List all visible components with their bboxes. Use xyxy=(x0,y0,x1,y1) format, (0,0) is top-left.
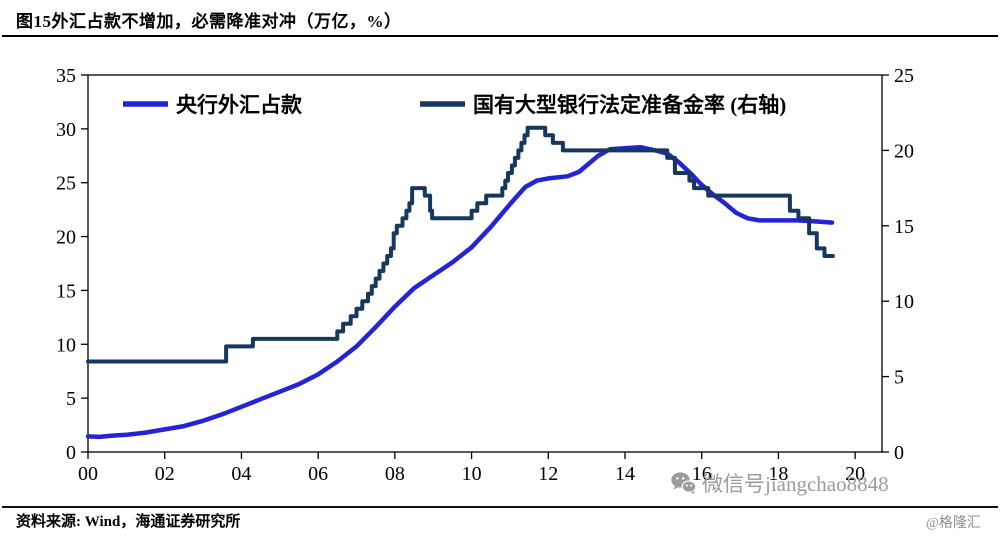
footer-rule xyxy=(2,506,998,508)
y-left-tick-label: 30 xyxy=(56,119,76,141)
y-right-tick-label: 5 xyxy=(894,367,904,389)
y-left-tick-label: 0 xyxy=(66,442,76,464)
x-tick-label: 06 xyxy=(308,463,328,485)
x-tick-label: 20 xyxy=(845,463,865,485)
gelonghui-watermark: @格隆汇 xyxy=(926,516,981,531)
y-left-tick-label: 15 xyxy=(56,280,76,302)
y-right-tick-label: 10 xyxy=(894,291,914,313)
x-tick-label: 10 xyxy=(462,463,482,485)
x-tick-label: 14 xyxy=(615,463,635,485)
x-tick-label: 08 xyxy=(385,463,405,485)
legend-label-0: 央行外汇占款 xyxy=(176,93,303,117)
y-right-tick-label: 15 xyxy=(894,216,914,238)
series-line-1 xyxy=(86,125,835,364)
figure-title: 图15外汇占款不增加，必需降准对冲（万亿，%） xyxy=(16,12,402,31)
y-right-tick-label: 25 xyxy=(894,65,914,87)
y-right-tick-label: 0 xyxy=(894,442,904,464)
y-left-tick-label: 20 xyxy=(56,227,76,249)
legend-label-1: 国有大型银行法定准备金率 (右轴) xyxy=(473,93,786,117)
plot-border xyxy=(87,74,883,453)
y-left-tick-label: 5 xyxy=(66,388,76,410)
x-tick-label: 16 xyxy=(692,463,712,485)
y-right-tick-label: 20 xyxy=(894,140,914,162)
y-left-tick-label: 25 xyxy=(56,173,76,195)
y-left-tick-label: 35 xyxy=(56,65,76,87)
title-rule xyxy=(2,35,998,37)
y-left-tick-label: 10 xyxy=(56,334,76,356)
wechat-watermark: 微信号jiangchao8848 xyxy=(670,468,889,498)
x-tick-label: 12 xyxy=(538,463,558,485)
series-line-0 xyxy=(85,144,835,440)
wechat-id-text: 微信号jiangchao8848 xyxy=(702,472,889,496)
source-note: 资料来源: Wind，海通证券研究所 xyxy=(16,514,241,530)
x-tick-label: 04 xyxy=(231,463,251,485)
x-tick-label: 02 xyxy=(155,463,175,485)
wechat-icon xyxy=(670,471,697,495)
x-tick-label: 18 xyxy=(768,463,788,485)
x-tick-label: 00 xyxy=(78,463,98,485)
